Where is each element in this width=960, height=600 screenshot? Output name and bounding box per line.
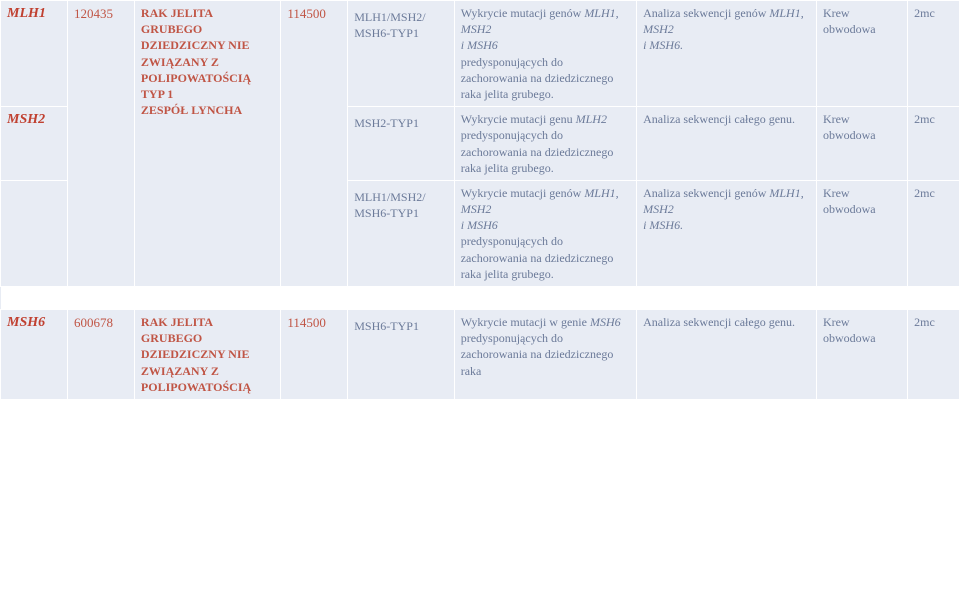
analysis-pre: Analiza sekwencji genów [643,6,769,20]
sample: Krew obwodowa [816,107,907,181]
description: Wykrycie mutacji genów MLH1, MSH2 i MSH6… [454,180,636,286]
price: 2mc [908,1,960,107]
omim-code: 120435 [67,1,134,287]
test-code: MSH2-TYP1 [348,107,454,181]
analysis: Analiza sekwencji genów MLH1, MSH2 i MSH… [637,1,817,107]
test-code: MLH1/MSH2/ MSH6-TYP1 [348,180,454,286]
gene-name: MSH6 [1,310,68,400]
table-row: MSH6 600678 RAK JELITA GRUBEGO DZIEDZICZ… [1,310,960,400]
diagnosis: RAK JELITA GRUBEGO DZIEDZICZNY NIE ZWIĄZ… [134,310,280,400]
omim-code: 600678 [67,310,134,400]
desc-pre: Wykrycie mutacji genów [461,186,585,200]
desc-pre: Wykrycie mutacji genu [461,112,576,126]
sample: Krew obwodowa [816,180,907,286]
description: Wykrycie mutacji w genie MSH6 predysponu… [454,310,636,400]
analysis-pre: Analiza sekwencji całego genu. [643,315,795,329]
desc-pre: Wykrycie mutacji w genie [461,315,590,329]
diagnosis: RAK JELITA GRUBEGO DZIEDZICZNY NIE ZWIĄZ… [134,1,280,287]
price: 2mc [908,310,960,400]
desc-post: predysponujących do zachorowania na dzie… [461,234,614,280]
analysis: Analiza sekwencji całego genu. [637,107,817,181]
desc-italic: MSH6 [590,315,621,329]
gene-name: MLH1 [1,1,68,107]
desc-pre: Wykrycie mutacji genów [461,6,585,20]
description: Wykrycie mutacji genu MLH2 predysponując… [454,107,636,181]
code2: 114500 [281,1,348,287]
analysis-pre: Analiza sekwencji całego genu. [643,112,795,126]
analysis: Analiza sekwencji genów MLH1, MSH2 i MSH… [637,180,817,286]
test-code: MLH1/MSH2/ MSH6-TYP1 [348,1,454,107]
gene-name [1,180,68,286]
genetic-test-table: MLH1 120435 RAK JELITA GRUBEGO DZIEDZICZ… [0,0,960,400]
diag-main: RAK JELITA GRUBEGO DZIEDZICZNY NIE ZWIĄZ… [141,6,251,101]
description: Wykrycie mutacji genów MLH1, MSH2 i MSH6… [454,1,636,107]
spacer-row [1,287,960,310]
desc-post: predysponujących do zachorowania na dzie… [461,128,614,174]
price: 2mc [908,180,960,286]
desc-post: predysponujących do zachorowania na dzie… [461,55,614,101]
desc-post: predysponujących do zachorowania na dzie… [461,331,614,377]
price: 2mc [908,107,960,181]
diag-sub: ZESPÓŁ LYNCHA [141,103,242,117]
code2: 114500 [281,310,348,400]
sample: Krew obwodowa [816,310,907,400]
analysis: Analiza sekwencji całego genu. [637,310,817,400]
diag-main: RAK JELITA GRUBEGO DZIEDZICZNY NIE ZWIĄZ… [141,315,251,394]
sample: Krew obwodowa [816,1,907,107]
gene-name: MSH2 [1,107,68,181]
test-code: MSH6-TYP1 [348,310,454,400]
analysis-pre: Analiza sekwencji genów [643,186,769,200]
desc-italic: MLH2 [576,112,607,126]
table-row: MLH1 120435 RAK JELITA GRUBEGO DZIEDZICZ… [1,1,960,107]
